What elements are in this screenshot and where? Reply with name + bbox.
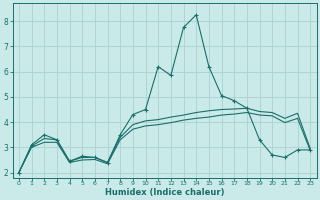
X-axis label: Humidex (Indice chaleur): Humidex (Indice chaleur) [105,188,224,197]
